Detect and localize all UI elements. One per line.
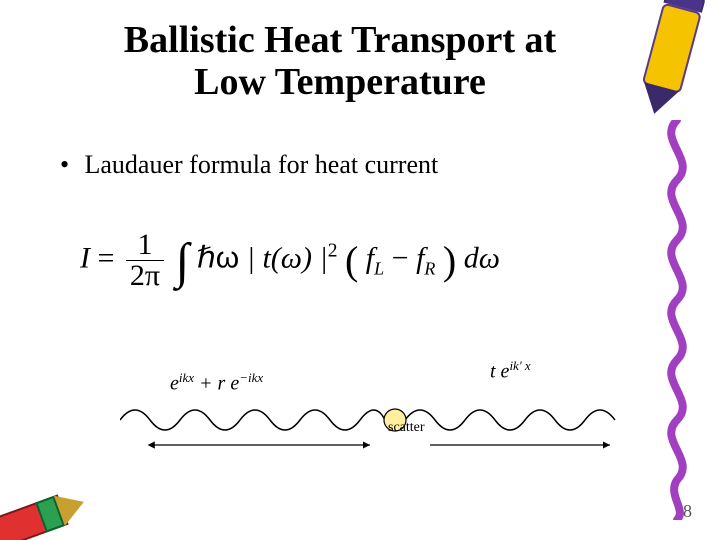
d-omega: dω — [464, 241, 500, 274]
integral-symbol: ∫ — [176, 233, 190, 289]
wr-pre: t e — [490, 361, 509, 383]
fL: f — [366, 241, 374, 274]
bullet-item: • Laudauer formula for heat current — [60, 150, 438, 180]
wave-diagram — [120, 395, 620, 465]
wr-sup: ik' x — [509, 358, 530, 373]
fR-sub: R — [424, 258, 435, 278]
formula-fraction: 1 2π — [126, 230, 164, 291]
wl-pre: e — [170, 373, 179, 395]
paren-close: ) — [443, 238, 456, 283]
paren-open: ( — [345, 238, 358, 283]
wave-right-label: t eik' x — [490, 358, 531, 384]
scatter-label: scatter — [388, 420, 425, 436]
bullet-marker: • — [60, 150, 78, 180]
wl-mid: + r e — [194, 373, 239, 395]
slide-title: Ballistic Heat Transport at Low Temperat… — [60, 20, 620, 104]
slide: Ballistic Heat Transport at Low Temperat… — [0, 0, 720, 540]
title-line2: Low Temperature — [194, 61, 486, 103]
wl-sup1: ikx — [179, 370, 194, 385]
t-omega: | t(ω) | — [247, 241, 328, 274]
page-number: 8 — [683, 501, 692, 522]
squiggle-icon — [652, 120, 702, 520]
wl-sup2: −ikx — [239, 370, 263, 385]
squared: 2 — [328, 240, 338, 261]
frac-den: 2π — [126, 261, 164, 291]
formula-lhs: I — [80, 241, 90, 274]
frac-num: 1 — [126, 230, 164, 261]
fL-sub: L — [374, 258, 384, 278]
title-line1: Ballistic Heat Transport at — [124, 19, 556, 61]
formula-eq: = — [98, 241, 122, 274]
minus: − — [392, 241, 416, 274]
formula: I = 1 2π ∫ ℏω | t(ω) |2 ( fL − fR ) dω — [80, 230, 500, 291]
crayon-bottom-icon — [0, 463, 109, 540]
bullet-text: Laudauer formula for heat current — [85, 150, 439, 179]
wave-left-label: eikx + r e−ikx — [170, 370, 263, 396]
crayon-icon — [624, 0, 716, 126]
hbar-omega: ℏω — [197, 241, 239, 274]
